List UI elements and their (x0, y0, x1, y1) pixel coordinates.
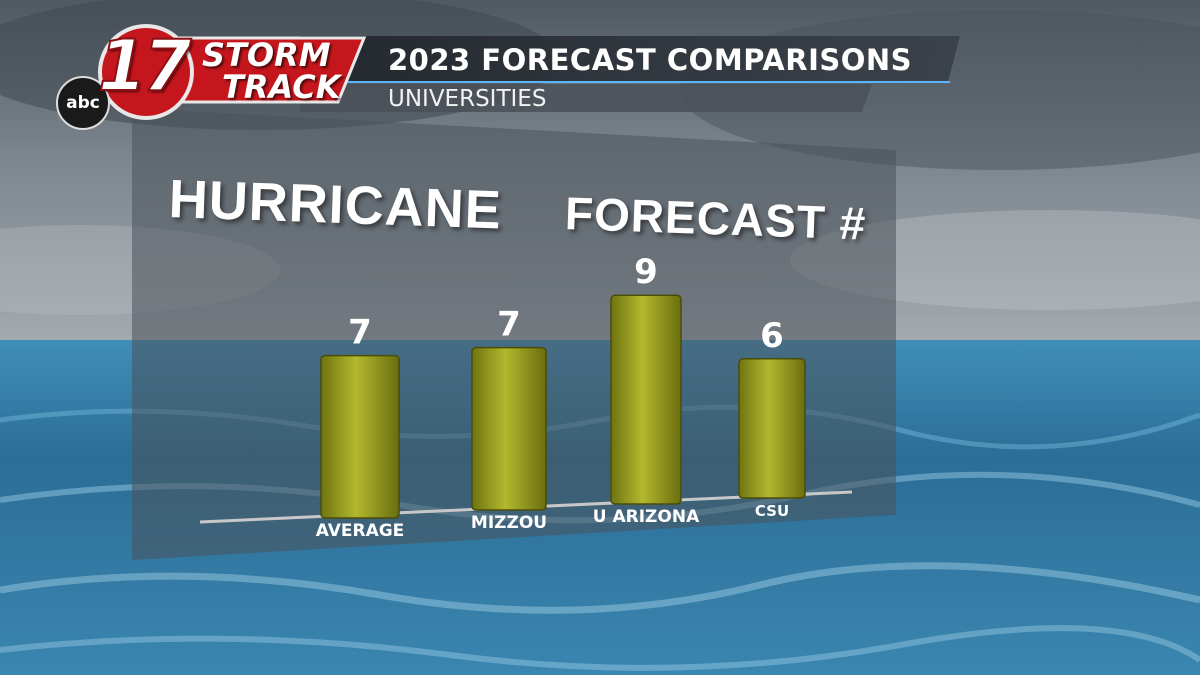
channel-number: 17 (97, 25, 192, 107)
category-label: CSU (755, 502, 789, 520)
value-labels: 7 7 9 6 (348, 252, 784, 356)
bar-mizzou (471, 346, 547, 511)
bar-u-arizona (610, 294, 682, 505)
category-label: AVERAGE (316, 521, 405, 541)
bar-csu (738, 358, 806, 499)
category-label: U ARIZONA (593, 507, 700, 527)
subtitle-banner (300, 84, 872, 112)
brand-line-track: TRACK (222, 68, 341, 106)
bar-group (320, 294, 806, 519)
category-labels: AVERAGE MIZZOU U ARIZONA CSU (316, 502, 789, 541)
wave-shape (0, 562, 1200, 614)
page-title: 2023 FORECAST COMPARISONS (388, 43, 913, 77)
logo-17-disc (98, 24, 194, 120)
value-label: 7 (497, 305, 521, 345)
abc-logo: abc (56, 76, 110, 130)
value-label: 7 (348, 313, 372, 353)
chart-title-forecast: FORECAST # (564, 186, 868, 250)
brand-line-storm: STORM (202, 36, 331, 74)
bar-average (320, 354, 400, 519)
value-label: 6 (760, 316, 784, 356)
title-banner (300, 36, 960, 82)
category-label: MIZZOU (471, 513, 547, 533)
value-label: 9 (634, 252, 658, 292)
chart-title-hurricane: HURRICANE (167, 168, 503, 241)
page-subtitle: UNIVERSITIES (388, 86, 547, 112)
station-logo: abc 17 STORM TRACK (52, 18, 372, 130)
wave-shape (0, 625, 1200, 671)
